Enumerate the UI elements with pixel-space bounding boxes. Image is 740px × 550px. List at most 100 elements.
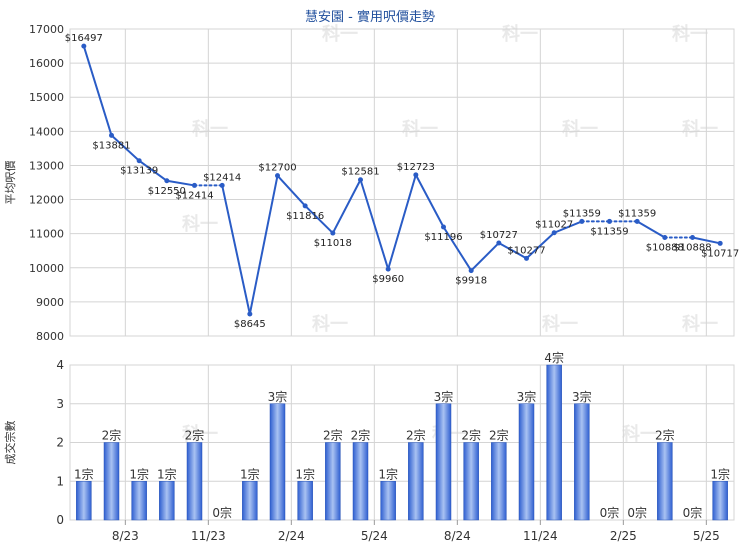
line-point[interactable] — [192, 182, 197, 188]
line-data-label: $8645 — [234, 319, 266, 330]
line-y-tick-label: 12000 — [29, 194, 64, 207]
line-segment — [442, 225, 473, 272]
watermark-text: 科一 — [402, 118, 438, 140]
bar-data-label: 1宗 — [295, 466, 315, 481]
line-data-label: $9960 — [372, 274, 404, 285]
line-segment — [110, 134, 141, 162]
line-data-label: $11018 — [314, 238, 352, 249]
bar-y-tick-label: 1 — [56, 474, 64, 488]
line-data-label: $12414 — [203, 172, 241, 183]
bar-data-label: 2宗 — [351, 428, 371, 443]
bar[interactable] — [408, 442, 424, 521]
line-y-tick-label: 14000 — [29, 125, 64, 138]
line-point[interactable] — [247, 311, 253, 317]
bar-data-label: 3宗 — [572, 389, 592, 404]
line-point[interactable] — [690, 234, 695, 240]
line-point[interactable] — [579, 218, 585, 224]
line-data-label: $12723 — [397, 162, 435, 173]
bar[interactable] — [269, 403, 286, 521]
bar[interactable] — [546, 364, 562, 521]
line-data-label: $11359 — [618, 208, 656, 219]
line-segment — [304, 204, 334, 235]
x-tick-label: 5/25 — [693, 529, 720, 543]
bar-y-axis-title: 成交宗數 — [3, 421, 17, 465]
watermark-text: 科一 — [622, 423, 658, 445]
watermark-text: 科一 — [562, 118, 598, 140]
line-segment — [331, 178, 362, 235]
line-point[interactable] — [275, 173, 280, 179]
bar-data-label: 0宗 — [212, 505, 232, 520]
line-point[interactable] — [634, 218, 640, 224]
x-tick-label: 5/24 — [361, 529, 388, 543]
line-point[interactable] — [302, 203, 308, 209]
bar-data-label: 1宗 — [129, 466, 149, 481]
line-data-label: $11359 — [590, 226, 628, 237]
bar[interactable] — [352, 442, 369, 521]
line-point[interactable] — [164, 178, 170, 184]
line-point[interactable] — [607, 218, 612, 224]
bar-y-tick-label: 0 — [56, 513, 64, 527]
line-point[interactable] — [385, 266, 391, 272]
bar-y-tick-label: 4 — [56, 358, 64, 372]
line-point[interactable] — [496, 240, 502, 246]
line-y-tick-label: 17000 — [29, 23, 64, 36]
watermark-text: 科一 — [312, 313, 348, 335]
bar[interactable] — [463, 442, 479, 521]
bar[interactable] — [657, 442, 673, 521]
bar-data-label: 4宗 — [544, 350, 564, 365]
watermark-text: 科一 — [182, 213, 218, 235]
bar[interactable] — [712, 481, 728, 521]
bar[interactable] — [186, 442, 203, 521]
bar[interactable] — [325, 442, 341, 521]
bar[interactable] — [242, 481, 258, 521]
x-tick-label: 11/24 — [523, 529, 558, 543]
line-y-tick-label: 9000 — [36, 296, 64, 309]
x-tick-label: 2/24 — [278, 529, 305, 543]
line-data-label: $11027 — [535, 220, 573, 231]
line-chart: 8000 9000 10000 11000 12000 13000 14000 15000 16… — [3, 23, 739, 343]
line-plot-frame — [69, 28, 735, 337]
line-point[interactable] — [717, 240, 723, 246]
line-segment — [525, 231, 556, 260]
line-point[interactable] — [136, 158, 142, 164]
line-point[interactable] — [81, 43, 87, 49]
bar[interactable] — [574, 403, 590, 521]
line-point[interactable] — [468, 268, 474, 274]
x-tick-label: 11/23 — [191, 529, 226, 543]
line-point[interactable] — [551, 230, 557, 236]
bar[interactable] — [435, 403, 452, 521]
line-point[interactable] — [662, 234, 668, 240]
line-data-label: $12414 — [175, 190, 213, 201]
bar[interactable] — [297, 481, 313, 521]
bar[interactable] — [380, 481, 396, 521]
bar[interactable] — [159, 481, 175, 521]
line-y-axis-title: 平均呎價 — [3, 161, 17, 205]
watermark-text: 科一 — [502, 23, 538, 45]
line-point[interactable] — [330, 230, 336, 236]
line-point[interactable] — [358, 177, 363, 183]
bar[interactable] — [103, 442, 120, 521]
line-point[interactable] — [219, 182, 225, 188]
bar[interactable] — [518, 403, 535, 521]
bar-data-label: 3宗 — [268, 389, 288, 404]
line-point[interactable] — [413, 172, 419, 178]
line-segment — [138, 159, 168, 182]
line-data-label: $12700 — [258, 163, 296, 174]
bar[interactable] — [76, 481, 92, 521]
bar-data-label: 2宗 — [489, 428, 509, 443]
line-segment — [221, 184, 251, 315]
line-y-tick-label: 16000 — [29, 57, 64, 70]
bar-data-label: 2宗 — [461, 428, 481, 443]
bar-y-tick-label: 3 — [56, 397, 64, 411]
bar[interactable] — [131, 481, 147, 521]
line-y-tick-label: 15000 — [29, 91, 64, 104]
line-y-tick-label: 11000 — [29, 228, 64, 241]
line-point[interactable] — [109, 132, 114, 138]
bar-data-label: 1宗 — [74, 466, 94, 481]
bar-data-label: 1宗 — [157, 466, 177, 481]
line-point[interactable] — [524, 255, 529, 261]
line-data-label: $10277 — [507, 245, 545, 256]
bar[interactable] — [491, 442, 507, 521]
line-data-label: $11816 — [286, 211, 324, 222]
line-point[interactable] — [441, 224, 446, 230]
